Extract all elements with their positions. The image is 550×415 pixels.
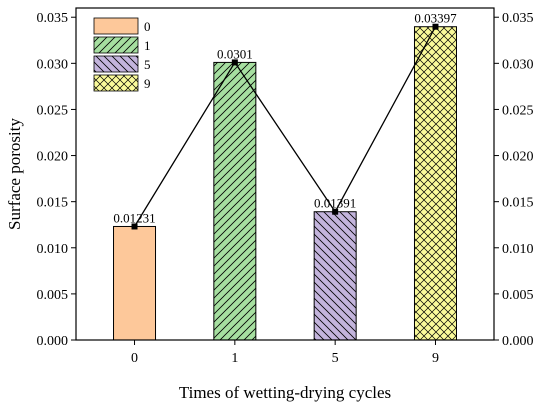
- y-tick-label-right: 0.020: [502, 150, 534, 165]
- legend-swatch: [93, 74, 139, 92]
- y-tick-label-right: 0.000: [502, 334, 534, 349]
- data-label: 0.01231: [113, 210, 155, 225]
- bars-group: [113, 26, 457, 341]
- data-label: 0.03397: [414, 11, 457, 26]
- bar-9: [413, 26, 457, 341]
- x-tick-label: 9: [432, 351, 439, 366]
- y-tick-label-right: 0.005: [502, 288, 534, 303]
- bar-1: [213, 61, 257, 341]
- y-tick-label-right: 0.030: [502, 57, 534, 72]
- y-tick-label-left: 0.010: [37, 242, 69, 257]
- trend-marker: [131, 223, 138, 230]
- data-labels-group: 0.01231 0.0301 0.01391 0.03397: [113, 11, 457, 226]
- y-tick-label-left: 0.015: [37, 196, 69, 211]
- y-tick-label-right: 0.015: [502, 196, 534, 211]
- y-axis-left: 0.000 0.005 0.010 0.015 0.020 0.025 0.030 0.035: [37, 11, 76, 349]
- legend-swatch: [93, 36, 139, 54]
- data-label: 0.0301: [217, 46, 253, 61]
- trend-marker: [432, 23, 439, 30]
- legend-label: 0: [144, 19, 151, 34]
- y-tick-label-left: 0.020: [37, 150, 69, 165]
- legend-label: 1: [144, 38, 151, 53]
- y-tick-label-left: 0.030: [37, 57, 69, 72]
- y-tick-label-left: 0.035: [37, 11, 69, 26]
- y-tick-label-right: 0.010: [502, 242, 534, 257]
- bar-5: [313, 211, 357, 341]
- y-tick-label-left: 0.000: [37, 334, 69, 349]
- x-tick-label: 0: [131, 351, 138, 366]
- y-tick-label-left: 0.025: [37, 103, 69, 118]
- bar-0: [113, 225, 157, 341]
- x-tick-label: 5: [332, 351, 339, 366]
- legend: 0 1 5 9: [93, 17, 151, 92]
- y-axis-right: 0.000 0.005 0.010 0.015 0.020 0.025 0.030 0.035: [494, 11, 534, 349]
- legend-swatch: [93, 17, 139, 35]
- trend-marker: [231, 59, 238, 66]
- y-tick-label-left: 0.005: [37, 288, 69, 303]
- y-axis-title: Surface porosity: [5, 118, 24, 230]
- data-label: 0.01391: [314, 196, 356, 211]
- x-axis: 0 1 5 9: [131, 340, 439, 366]
- plot-frame: [75, 7, 495, 341]
- legend-swatch: [93, 55, 139, 73]
- x-tick-label: 1: [231, 351, 238, 366]
- legend-label: 5: [144, 57, 151, 72]
- y-tick-label-right: 0.035: [502, 11, 534, 26]
- trend-line-group: [131, 23, 439, 230]
- legend-label: 9: [144, 76, 151, 91]
- trend-line: [133, 26, 437, 227]
- x-axis-title: Times of wetting-drying cycles: [179, 383, 391, 402]
- y-tick-label-right: 0.025: [502, 103, 534, 118]
- trend-marker: [332, 208, 339, 215]
